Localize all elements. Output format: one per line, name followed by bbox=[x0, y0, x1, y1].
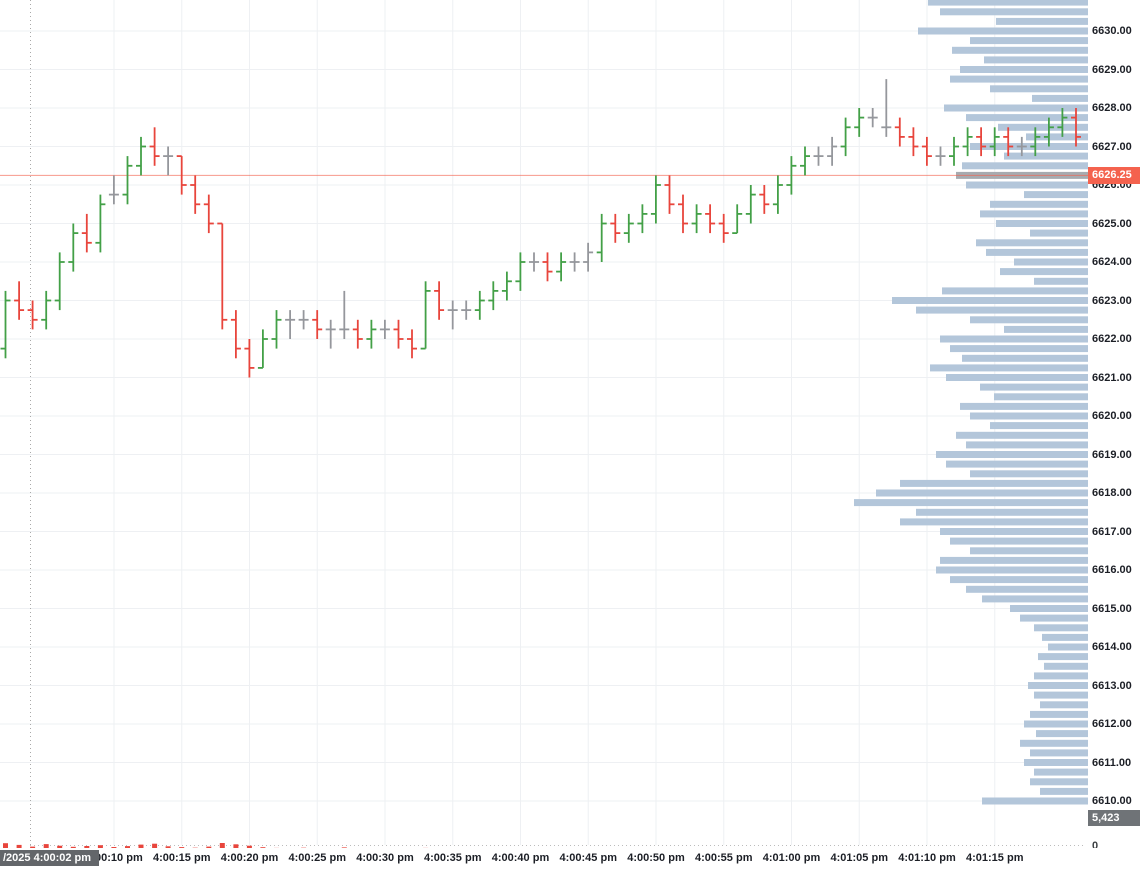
price-axis[interactable]: 6630.00 6629.00 6628.00 6627.00 6626.00 6625.… bbox=[1088, 0, 1140, 871]
price-axis-label: 6618.00 bbox=[1092, 487, 1132, 499]
price-axis-label: 6622.00 bbox=[1092, 333, 1132, 345]
price-axis-label: 6629.00 bbox=[1092, 63, 1132, 76]
time-axis[interactable]: 4:00:10 pm 4:00:15 pm 4:00:20 pm 4:00:25 pm… bbox=[0, 848, 1140, 871]
price-axis-label: 6615.00 bbox=[1092, 602, 1132, 615]
price-axis-label: 6624.00 bbox=[1092, 256, 1132, 268]
time-axis-label: 4:01:10 pm bbox=[898, 852, 956, 864]
time-axis-label: 4:00:15 pm bbox=[153, 852, 211, 864]
time-axis-label: 4:00:30 pm bbox=[356, 852, 414, 864]
volume-profile-total-badge: 5,423 bbox=[1088, 810, 1140, 826]
price-axis-label: 6616.00 bbox=[1092, 564, 1132, 576]
time-axis-label: 4:01:05 pm bbox=[830, 852, 888, 864]
price-axis-label: 6627.00 bbox=[1092, 140, 1132, 153]
price-axis-label: 6620.00 bbox=[1092, 410, 1132, 422]
price-axis-label: 6621.00 bbox=[1092, 371, 1132, 384]
time-axis-label: 4:00:20 pm bbox=[220, 852, 279, 864]
price-axis-label: 6619.00 bbox=[1092, 448, 1132, 461]
time-axis-label: 4:00:35 pm bbox=[424, 852, 482, 864]
volume-scale-zero-label: 0 bbox=[1092, 840, 1099, 852]
time-axis-label: 4:00:45 pm bbox=[559, 852, 617, 864]
price-axis-label: 6612.00 bbox=[1092, 718, 1132, 730]
price-axis-label: 6625.00 bbox=[1092, 217, 1132, 230]
time-axis-label: 4:00:10 pm bbox=[85, 852, 143, 864]
price-axis-label: 6617.00 bbox=[1092, 525, 1132, 538]
price-axis-label: 6614.00 bbox=[1092, 641, 1132, 653]
price-axis-label: 6630.00 bbox=[1092, 25, 1132, 37]
time-axis-label: 4:00:50 pm bbox=[627, 852, 685, 864]
time-axis-label: 4:00:55 pm bbox=[695, 852, 753, 864]
price-axis-label: 6623.00 bbox=[1092, 294, 1132, 307]
session-start-time-badge: /2025 4:00:02 pm bbox=[0, 850, 100, 866]
time-axis-label: 4:00:40 pm bbox=[491, 852, 550, 864]
price-axis-label: 6613.00 bbox=[1092, 679, 1132, 692]
time-axis-label: 4:01:15 pm bbox=[966, 852, 1024, 864]
time-axis-label: 4:01:00 pm bbox=[762, 852, 821, 864]
price-axis-label: 6610.00 bbox=[1092, 795, 1132, 807]
time-axis-label: 4:00:25 pm bbox=[288, 852, 346, 864]
price-axis-label: 6628.00 bbox=[1092, 102, 1132, 114]
last-price-badge: 6626.25 bbox=[1088, 166, 1140, 184]
price-axis-label: 6611.00 bbox=[1092, 756, 1132, 769]
